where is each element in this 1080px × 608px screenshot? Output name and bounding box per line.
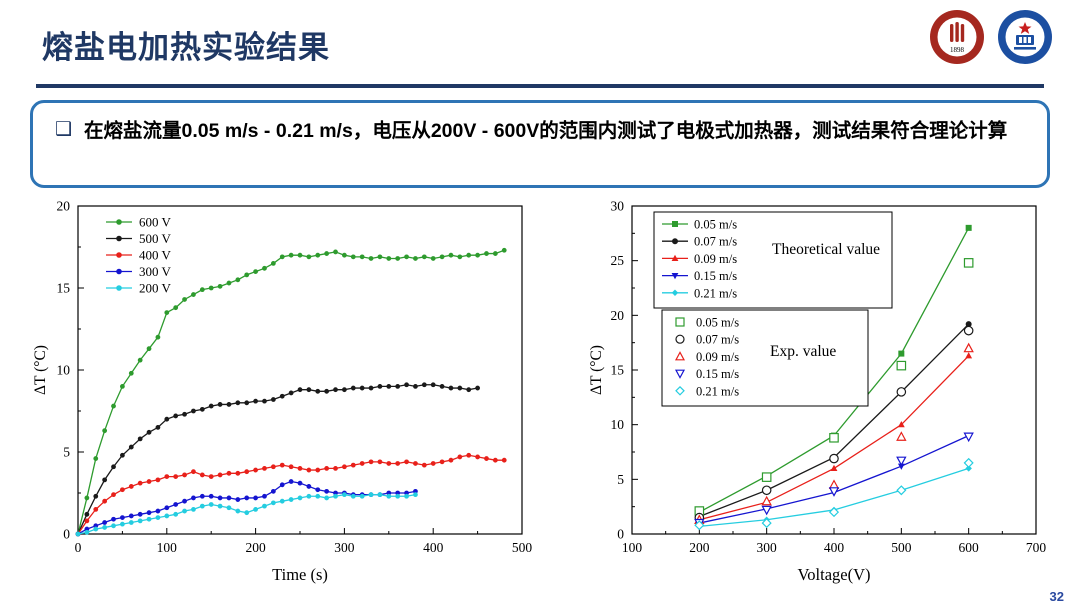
svg-text:5: 5 — [617, 472, 624, 487]
svg-text:0.07 m/s: 0.07 m/s — [694, 235, 737, 249]
svg-text:5: 5 — [63, 445, 70, 460]
page-number: 32 — [1049, 589, 1064, 604]
svg-text:700: 700 — [1026, 540, 1047, 555]
svg-text:400: 400 — [824, 540, 845, 555]
svg-text:Time (s): Time (s) — [272, 565, 328, 584]
svg-text:15: 15 — [611, 363, 625, 378]
svg-text:20: 20 — [57, 199, 71, 214]
svg-text:100: 100 — [622, 540, 643, 555]
svg-text:400: 400 — [423, 540, 444, 555]
svg-text:100: 100 — [157, 540, 178, 555]
svg-text:0.05 m/s: 0.05 m/s — [696, 316, 739, 330]
svg-text:10: 10 — [57, 363, 71, 378]
svg-text:Voltage(V): Voltage(V) — [797, 565, 870, 584]
svg-text:0: 0 — [63, 527, 70, 542]
svg-text:0.07 m/s: 0.07 m/s — [696, 333, 739, 347]
svg-text:0.09 m/s: 0.09 m/s — [696, 350, 739, 364]
svg-text:30: 30 — [611, 199, 625, 214]
page-title: 熔盐电加热实验结果 — [42, 30, 330, 65]
svg-text:0.15 m/s: 0.15 m/s — [696, 367, 739, 381]
svg-text:0: 0 — [617, 527, 624, 542]
charts-row: 0 100 200 300 400 500 0 5 10 15 20 Time (s) ΔT (°C) 6… — [30, 196, 1054, 588]
delta-t-vs-time-chart: 0 100 200 300 400 500 0 5 10 15 20 Time (s) ΔT (°C) 6… — [32, 199, 533, 585]
svg-text:0.05 m/s: 0.05 m/s — [694, 218, 737, 232]
bullet-square-icon: ❑ — [55, 119, 73, 140]
summary-text: 在熔盐流量0.05 m/s - 0.21 m/s，电压从200V - 600V的… — [84, 120, 1008, 142]
logo-group: 1898 — [928, 8, 1054, 66]
svg-text:600 V: 600 V — [139, 215, 172, 230]
svg-text:10: 10 — [611, 417, 625, 432]
svg-text:300 V: 300 V — [139, 264, 172, 279]
summary-callout: ❑ 在熔盐流量0.05 m/s - 0.21 m/s，电压从200V - 600… — [30, 100, 1050, 188]
svg-text:25: 25 — [611, 253, 625, 268]
svg-text:0: 0 — [75, 540, 82, 555]
svg-text:200: 200 — [689, 540, 710, 555]
svg-text:0.09 m/s: 0.09 m/s — [694, 252, 737, 266]
svg-text:300: 300 — [757, 540, 778, 555]
hust-logo-icon — [998, 10, 1052, 64]
svg-text:0.21 m/s: 0.21 m/s — [696, 384, 739, 398]
svg-text:15: 15 — [57, 281, 71, 296]
svg-text:ΔT (°C): ΔT (°C) — [32, 345, 49, 395]
svg-text:Exp. value: Exp. value — [770, 343, 836, 360]
svg-text:400 V: 400 V — [139, 248, 172, 263]
svg-text:200: 200 — [245, 540, 266, 555]
peking-university-logo-icon: 1898 — [930, 10, 984, 64]
svg-text:600: 600 — [959, 540, 980, 555]
svg-text:200 V: 200 V — [139, 281, 172, 296]
svg-text:20: 20 — [611, 308, 625, 323]
svg-text:0.15 m/s: 0.15 m/s — [694, 269, 737, 283]
svg-text:ΔT (°C): ΔT (°C) — [588, 345, 605, 395]
pku-founding-year: 1898 — [950, 46, 965, 54]
title-underline — [36, 84, 1044, 88]
svg-text:500 V: 500 V — [139, 231, 172, 246]
delta-t-vs-voltage-chart: 100 200 300 400 500 600 700 0 5 10 15 20 25 30 Voltage… — [588, 199, 1047, 585]
svg-text:500: 500 — [891, 540, 912, 555]
svg-text:500: 500 — [512, 540, 533, 555]
svg-text:0.21 m/s: 0.21 m/s — [694, 286, 737, 300]
svg-text:300: 300 — [334, 540, 355, 555]
svg-text:Theoretical value: Theoretical value — [772, 241, 880, 258]
